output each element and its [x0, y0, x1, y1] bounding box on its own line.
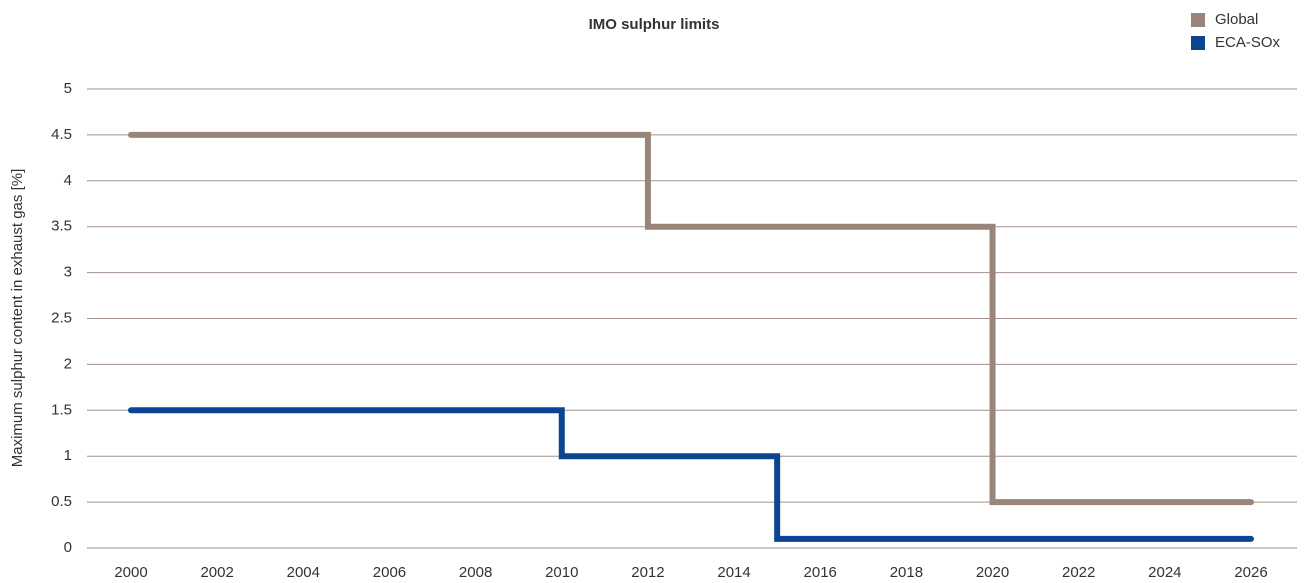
x-tick-label: 2004	[287, 564, 320, 581]
legend-swatch	[1191, 13, 1205, 27]
x-tick-label: 2000	[114, 564, 147, 581]
x-tick-label: 2024	[1148, 564, 1181, 581]
legend-swatch	[1191, 36, 1205, 50]
y-axis-label: Maximum sulphur content in exhaust gas […	[9, 169, 26, 467]
legend-label: ECA-SOx	[1215, 34, 1281, 51]
x-tick-label: 2026	[1234, 564, 1267, 581]
x-tick-label: 2008	[459, 564, 492, 581]
x-tick-label: 2018	[890, 564, 923, 581]
series-line	[128, 131, 1254, 506]
x-tick-label: 2020	[976, 564, 1009, 581]
y-tick-label: 4.5	[51, 126, 72, 143]
legend-label: Global	[1215, 11, 1258, 28]
y-tick-label: 1	[64, 447, 72, 464]
y-tick-label: 0	[64, 539, 72, 556]
y-tick-label: 3.5	[51, 218, 72, 235]
x-tick-label: 2022	[1062, 564, 1095, 581]
y-tick-label: 1.5	[51, 401, 72, 418]
y-tick-label: 2	[64, 355, 72, 372]
y-tick-label: 0.5	[51, 493, 72, 510]
y-tick-label: 3	[64, 264, 72, 281]
y-tick-label: 5	[64, 80, 72, 97]
x-tick-label: 2016	[804, 564, 837, 581]
x-tick-label: 2002	[200, 564, 233, 581]
x-tick-label: 2012	[631, 564, 664, 581]
x-tick-label: 2010	[545, 564, 578, 581]
x-tick-label: 2006	[373, 564, 406, 581]
y-tick-label: 2.5	[51, 309, 72, 326]
series-line	[128, 407, 1254, 542]
chart-title: IMO sulphur limits	[589, 16, 720, 33]
y-tick-label: 4	[64, 172, 72, 189]
x-tick-label: 2014	[717, 564, 750, 581]
